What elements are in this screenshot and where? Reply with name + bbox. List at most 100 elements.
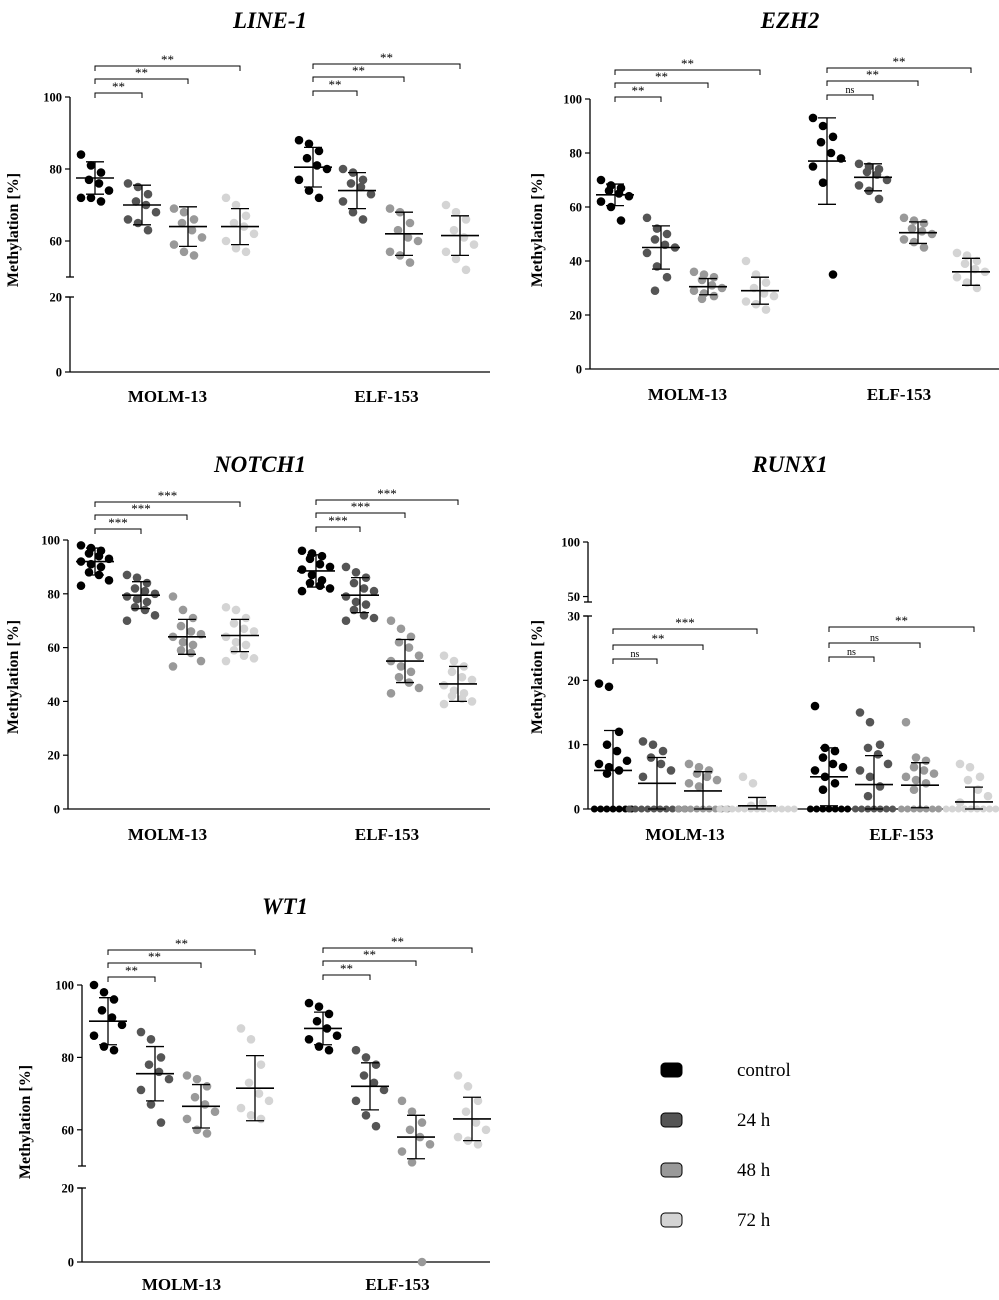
- data-point: [366, 189, 376, 199]
- data-point: [146, 1035, 156, 1044]
- data-point: [307, 570, 317, 580]
- legend-item-24-h: 24 h: [660, 1110, 771, 1131]
- data-point: [190, 1092, 200, 1102]
- y-tick-label: 0: [68, 1256, 74, 1270]
- data-point: [156, 1053, 166, 1062]
- data-point: [221, 656, 231, 666]
- series-molm-13-72-h: [741, 256, 779, 314]
- data-point: [761, 278, 771, 287]
- data-point: [179, 247, 189, 257]
- data-point: [315, 581, 325, 591]
- data-point: [96, 562, 106, 572]
- data-point: [447, 667, 457, 677]
- data-point: [361, 600, 371, 609]
- data-point: [122, 592, 132, 601]
- y-axis-label: Methylation [%]: [5, 620, 22, 734]
- data-point: [901, 717, 911, 727]
- legend-item-control: control: [660, 1060, 791, 1081]
- data-point: [187, 225, 197, 235]
- significance-label: **: [125, 963, 138, 978]
- group-label-molm-13: MOLM-13: [648, 385, 727, 404]
- data-point: [229, 619, 239, 628]
- significance-bracket: **: [826, 54, 972, 73]
- data-point: [369, 586, 379, 596]
- data-point: [202, 1129, 212, 1138]
- series-molm-13-control: [76, 541, 114, 591]
- significance-bracket: ***: [315, 486, 459, 505]
- data-point: [441, 247, 451, 257]
- data-point: [404, 643, 414, 652]
- data-point: [830, 778, 840, 788]
- y-axis-label: Methylation [%]: [17, 1065, 34, 1179]
- data-point: [231, 243, 241, 253]
- legend-swatch: [660, 1112, 683, 1128]
- data-point: [638, 772, 648, 782]
- legend-label: 48 h: [737, 1160, 771, 1181]
- data-point: [176, 621, 186, 631]
- data-point: [186, 627, 196, 636]
- bracket-line: [828, 626, 975, 632]
- data-point: [662, 272, 672, 282]
- bracket-line: [614, 96, 662, 102]
- panel-title: LINE-1: [232, 8, 307, 33]
- significance-bracket: **: [94, 79, 143, 98]
- data-point: [254, 1089, 264, 1098]
- legend-swatch: [660, 1062, 683, 1078]
- data-point: [314, 1002, 324, 1012]
- data-point: [168, 592, 178, 601]
- series-elf-153-24-h: [341, 562, 379, 625]
- data-point: [76, 581, 86, 591]
- series-elf-153-48-h: [386, 616, 424, 698]
- significance-bracket: **: [322, 934, 473, 953]
- data-point: [359, 584, 369, 593]
- significance-bracket: ns: [828, 647, 875, 662]
- y-tick-label: 60: [570, 201, 583, 215]
- data-point: [169, 240, 179, 249]
- data-point: [186, 648, 196, 658]
- data-point: [889, 805, 897, 813]
- data-point: [130, 602, 140, 612]
- y-tick-label: 100: [563, 93, 582, 107]
- bracket-line: [107, 949, 256, 955]
- data-point: [818, 785, 828, 794]
- bracket-line: [826, 94, 874, 100]
- data-point: [346, 179, 356, 188]
- data-point: [642, 248, 652, 258]
- bracket-line: [94, 92, 143, 98]
- significance-label: **: [652, 631, 665, 646]
- significance-label: ***: [328, 513, 348, 528]
- bracket-line: [612, 644, 704, 650]
- data-point: [241, 613, 251, 623]
- data-point: [689, 267, 699, 277]
- data-point: [680, 805, 688, 813]
- y-tick-label: 20: [50, 291, 63, 305]
- data-point: [241, 247, 251, 257]
- data-point: [249, 627, 259, 636]
- data-point: [132, 573, 142, 582]
- data-point: [312, 161, 322, 170]
- data-point: [130, 584, 140, 593]
- legend-item-48-h: 48 h: [660, 1160, 771, 1181]
- significance-label: **: [380, 50, 393, 65]
- data-point: [414, 651, 424, 660]
- data-point: [734, 805, 742, 813]
- data-point: [596, 197, 606, 206]
- significance-label: ns: [631, 649, 640, 660]
- y-tick-label: 80: [50, 163, 63, 177]
- data-point: [463, 1082, 473, 1091]
- data-point: [622, 756, 632, 766]
- bracket-line: [312, 90, 358, 96]
- data-point: [122, 570, 132, 580]
- y-tick-label: 30: [568, 610, 581, 624]
- data-point: [86, 161, 96, 170]
- data-point: [919, 218, 929, 228]
- data-point: [294, 175, 304, 185]
- data-point: [669, 805, 676, 813]
- significance-bracket: **: [107, 949, 202, 968]
- data-point: [761, 305, 771, 314]
- data-point: [963, 775, 973, 785]
- series-elf-153-control: [304, 998, 342, 1055]
- data-point: [855, 766, 865, 775]
- data-point: [142, 597, 152, 607]
- data-point: [294, 135, 304, 145]
